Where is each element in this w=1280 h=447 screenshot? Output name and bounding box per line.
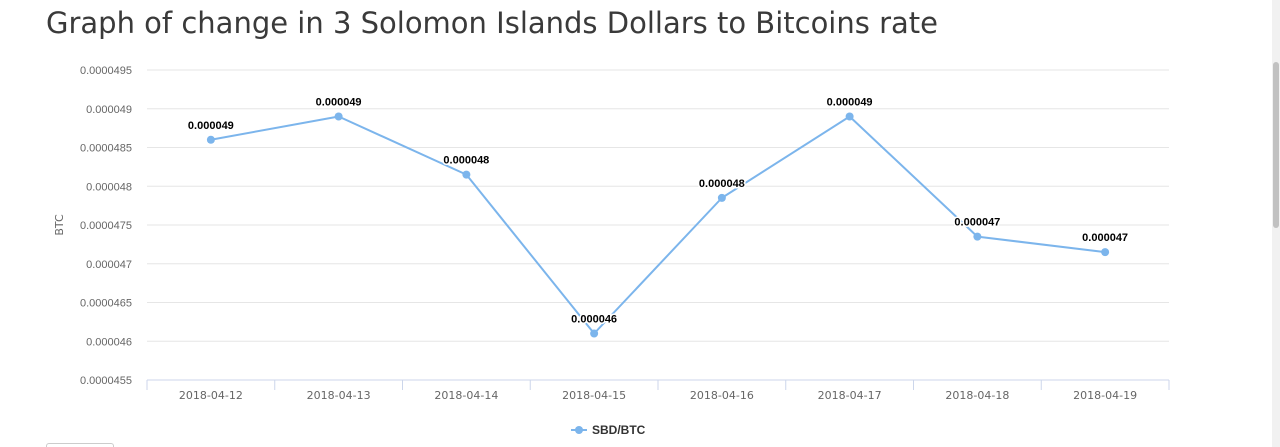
- y-tick-label: 0.000049: [86, 104, 132, 116]
- y-tick-label: 0.0000495: [80, 65, 132, 77]
- data-label: 0.000047: [954, 217, 1000, 229]
- data-point[interactable]: [845, 112, 854, 121]
- data-label: 0.000049: [316, 97, 362, 109]
- x-tick-label: 2018-04-12: [179, 389, 243, 402]
- data-point[interactable]: [717, 193, 726, 202]
- data-label: 0.000047: [1082, 232, 1128, 244]
- data-point[interactable]: [206, 135, 215, 144]
- bottom-control: [46, 443, 114, 447]
- x-tick-label: 2018-04-17: [818, 389, 882, 402]
- data-label: 0.000049: [827, 97, 873, 109]
- legend-marker: [575, 426, 583, 434]
- y-tick-label: 0.000048: [86, 181, 132, 193]
- data-point[interactable]: [973, 232, 982, 241]
- y-tick-label: 0.0000475: [80, 220, 132, 232]
- y-axis-title: BTC: [53, 214, 66, 236]
- x-tick-label: 2018-04-19: [1073, 389, 1137, 402]
- data-point[interactable]: [590, 329, 599, 338]
- y-tick-label: 0.0000455: [80, 375, 132, 387]
- scrollbar[interactable]: [1272, 0, 1280, 447]
- data-point[interactable]: [1101, 248, 1110, 257]
- legend-label: SBD/BTC: [592, 423, 646, 437]
- x-tick-label: 2018-04-18: [945, 389, 1009, 402]
- data-label: 0.000049: [188, 120, 234, 132]
- y-tick-label: 0.000046: [86, 336, 132, 348]
- y-tick-label: 0.000047: [86, 259, 132, 271]
- data-label: 0.000048: [443, 155, 489, 167]
- y-tick-label: 0.0000465: [80, 298, 132, 310]
- y-tick-label: 0.0000485: [80, 143, 132, 155]
- scrollbar-thumb[interactable]: [1273, 62, 1279, 228]
- data-point[interactable]: [334, 112, 343, 121]
- data-label: 0.000048: [699, 178, 745, 190]
- x-tick-label: 2018-04-15: [562, 389, 626, 402]
- x-tick-label: 2018-04-13: [307, 389, 371, 402]
- data-point[interactable]: [462, 170, 471, 179]
- data-label: 0.000046: [571, 314, 617, 326]
- x-tick-label: 2018-04-14: [434, 389, 498, 402]
- x-tick-label: 2018-04-16: [690, 389, 754, 402]
- series-line: [210, 115, 1106, 335]
- page-title: Graph of change in 3 Solomon Islands Dol…: [46, 6, 938, 40]
